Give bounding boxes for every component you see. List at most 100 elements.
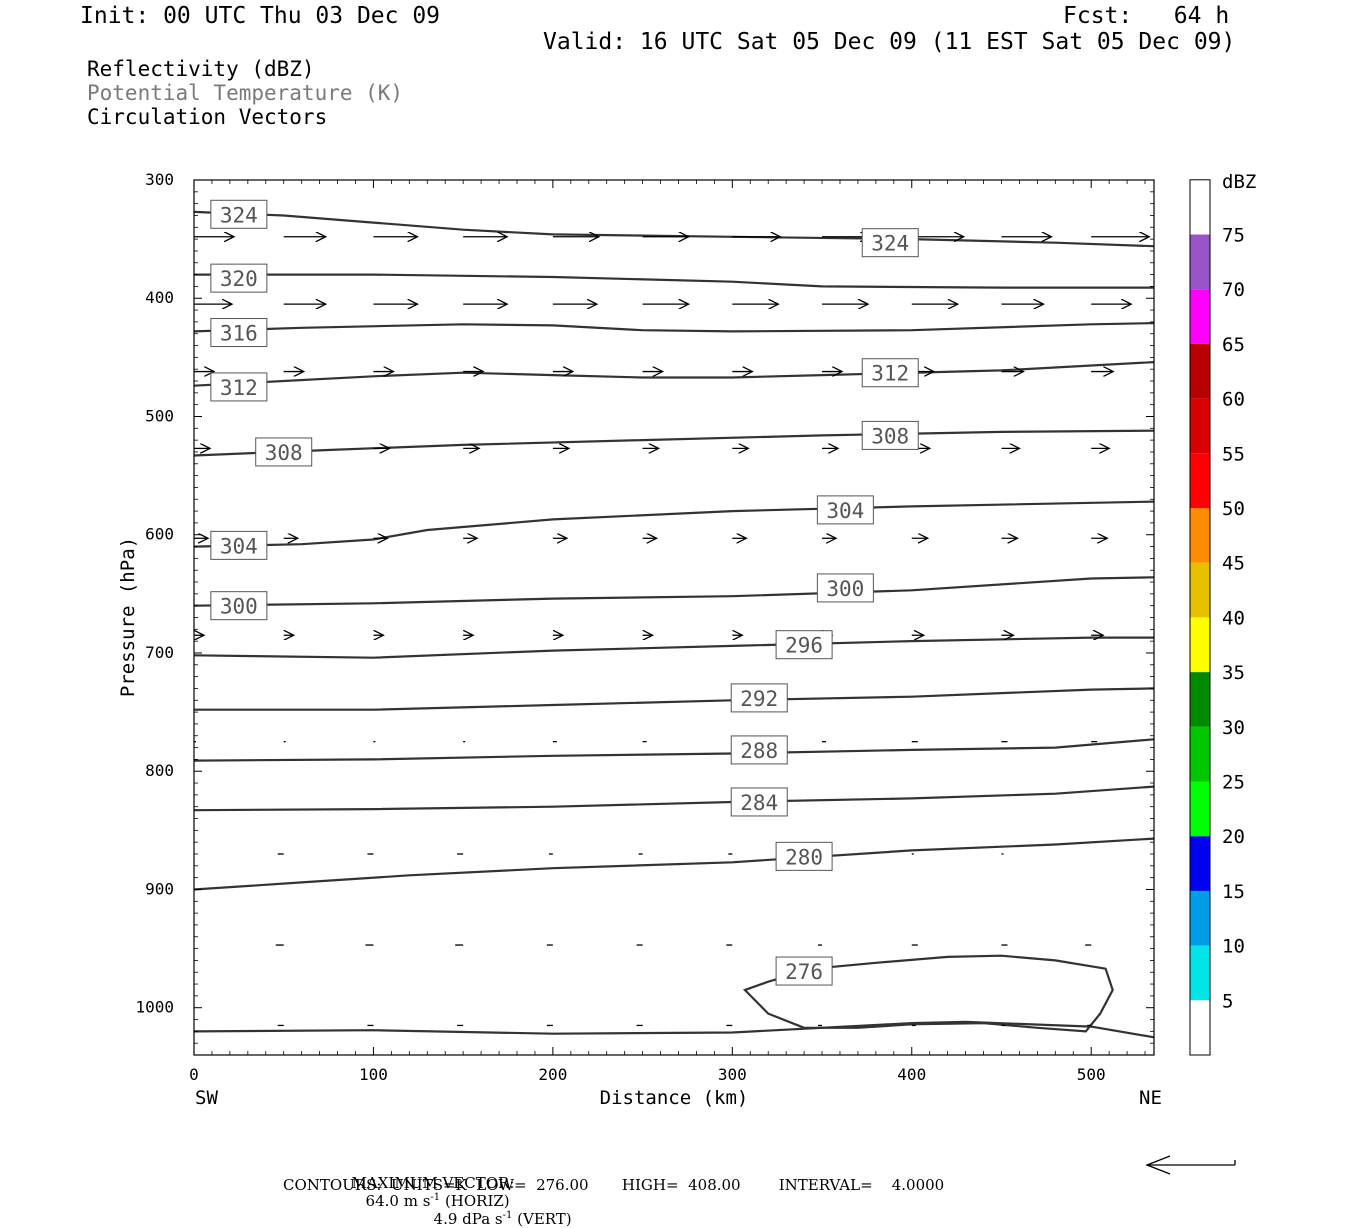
svg-text:300: 300 [220,595,258,619]
colorbar-segment [1190,836,1210,891]
svg-text:316: 316 [220,322,258,346]
y-tick-label: 600 [145,525,174,544]
max-vector-vert: 4.9 dPa s-1 (VERT) [433,1210,572,1228]
colorbar-segment [1190,890,1210,946]
colorbar-level-label: 55 [1222,443,1245,465]
colorbar-level-label: 25 [1222,772,1245,794]
theta-contour-300 [193,576,1155,607]
svg-text:320: 320 [220,267,258,291]
theta-contour-304 [193,500,1155,548]
contour-label-304: 304 [816,495,874,525]
colorbar-segment [1190,453,1210,508]
theta-contour-280 [193,837,1155,891]
max-vector-label: MAXIMUM VECTOR: [351,1174,515,1192]
legend-theta: Potential Temperature (K) [87,81,404,105]
x-tick-label: 500 [1077,1065,1106,1084]
reference-vector-icon [1145,1155,1236,1175]
colorbar-segment [1190,179,1210,235]
contour-label-316: 316 [210,318,268,348]
theta-contour-288 [193,738,1155,762]
theta-contour-312 [193,361,1155,387]
x-tick-label: 0 [189,1065,199,1084]
theta-contour-284 [193,785,1155,812]
colorbar-frame [1189,179,1211,1056]
y-axis-label: Pressure (hPa) [117,537,139,697]
y-tick-label: 1000 [135,998,174,1017]
svg-text:300: 300 [826,577,864,601]
svg-text:284: 284 [740,791,778,815]
x-tick-label: 300 [718,1065,747,1084]
colorbar-level-label: 60 [1222,389,1245,411]
max-vector-horiz: 64.0 m s-1 (HORIZ) [365,1192,510,1210]
colorbar-level-label: 30 [1222,717,1245,739]
theta-contour-296 [193,636,1154,659]
y-tick-label: 400 [145,288,174,307]
y-tick-label: 500 [145,406,174,425]
colorbar-level-label: 50 [1222,498,1245,520]
contour-label-312: 312 [861,358,919,388]
x-end-label-left: SW [195,1087,218,1109]
colorbar-segment [1190,1000,1210,1055]
colorbar-segment [1190,672,1210,727]
contour-label-292: 292 [730,683,788,713]
x-tick-label: 200 [538,1065,567,1084]
x-end-label-right: NE [1139,1087,1162,1109]
svg-text:292: 292 [740,687,778,711]
contour-label-280: 280 [775,841,833,871]
svg-text:324: 324 [220,203,258,227]
svg-text:288: 288 [740,739,778,763]
contour-label-284: 284 [730,787,788,817]
svg-text:296: 296 [785,634,823,658]
colorbar-level-label: 35 [1222,662,1245,684]
svg-text:276: 276 [785,960,823,984]
contour-label-312: 312 [210,372,268,402]
y-tick-label: 800 [145,761,174,780]
colorbar-level-label: 45 [1222,553,1245,575]
colorbar-segment [1190,508,1210,563]
plot-frame [193,179,1155,1056]
colorbar-segment [1190,289,1210,344]
svg-text:324: 324 [871,232,909,256]
colorbar-segment [1190,343,1210,399]
contour-label-324: 324 [210,199,268,229]
colorbar-segment [1190,398,1210,454]
colorbar-level-label: 10 [1222,936,1245,958]
contour-label-304: 304 [210,530,268,560]
svg-text:304: 304 [220,534,258,558]
colorbar-segment [1190,562,1210,618]
colorbar-segment [1190,781,1210,837]
colorbar-segment [1190,945,1210,1001]
x-tick-label: 400 [897,1065,926,1084]
contour-label-320: 320 [210,263,268,293]
theta-contour-308 [193,429,1155,457]
contour-label-324: 324 [861,228,919,258]
x-tick-label: 100 [359,1065,388,1084]
colorbar-level-label: 5 [1222,990,1233,1012]
colorbar-segment [1190,726,1210,782]
colorbar-level-label: 75 [1222,225,1245,247]
theta-contour-324 [193,210,1155,248]
contour-label-300: 300 [210,591,268,621]
svg-text:312: 312 [871,362,909,386]
colorbar-segment [1190,234,1210,290]
svg-text:304: 304 [826,499,864,523]
theta-contour-320 [194,273,1154,289]
svg-text:280: 280 [785,845,823,869]
contour-label-276: 276 [775,956,833,986]
colorbar-level-label: 70 [1222,279,1245,301]
forecast-hour: Fcst: 64 h [1063,3,1230,29]
contour-label-308: 308 [861,420,919,450]
contour-info: CONTOURS: UNITS=K LOW= 276.00 HIGH= 408.… [283,1176,945,1194]
svg-text:312: 312 [220,376,258,400]
colorbar-level-label: 15 [1222,881,1245,903]
contour-label-308: 308 [255,437,313,467]
contour-label-296: 296 [775,630,833,660]
theta-contour-276-closed [742,954,1114,1033]
colorbar-level-label: 20 [1222,826,1245,848]
init-time: Init: 00 UTC Thu 03 Dec 09 [80,3,441,29]
y-tick-label: 700 [145,643,174,662]
contour-label-288: 288 [730,735,788,765]
theta-contour-316 [193,322,1155,333]
legend-reflectivity: Reflectivity (dBZ) [87,57,315,81]
y-tick-label: 300 [145,170,174,189]
